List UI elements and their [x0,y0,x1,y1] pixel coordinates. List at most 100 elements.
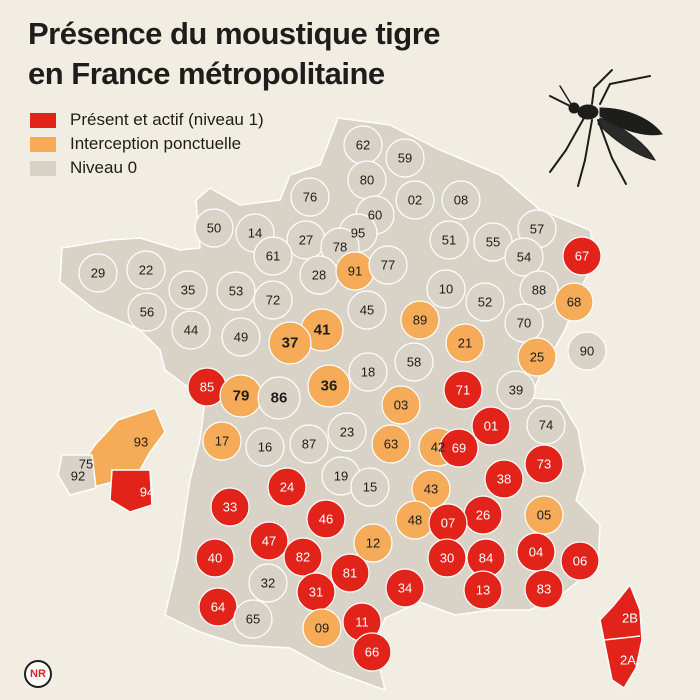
department-47 [249,521,289,561]
department-label-91: 91 [348,264,362,279]
department-label-71: 71 [456,383,470,398]
department-label-84: 84 [479,551,493,566]
department-51 [429,220,469,260]
legend-swatch-present [30,112,56,128]
department-90 [567,331,607,371]
department-87 [289,424,329,464]
title-line-1: Présence du moustique tigre [28,16,441,51]
department-label-08: 08 [454,193,468,208]
department-label-89: 89 [413,313,427,328]
department-06 [560,541,600,581]
department-label-28: 28 [312,268,326,283]
department-label-12: 12 [366,536,380,551]
department-67 [562,236,602,276]
department-label-46: 46 [319,512,333,527]
title-line-2: en France métropolitaine [28,56,385,91]
department-label-23: 23 [340,425,354,440]
department-label-15: 15 [363,480,377,495]
department-52 [465,282,505,322]
department-02 [395,180,435,220]
department-64 [198,587,238,627]
department-label-48: 48 [408,513,422,528]
department-label-52: 52 [478,295,492,310]
department-label-06: 06 [573,554,587,569]
department-label-44: 44 [184,323,198,338]
department-label-26: 26 [476,508,490,523]
department-83 [524,569,564,609]
department-label-72: 72 [266,293,280,308]
department-39 [496,370,536,410]
legend-item-level0: Niveau 0 [30,156,264,180]
department-label-54: 54 [517,250,531,265]
department-label-29: 29 [91,266,105,281]
department-label-34: 34 [398,581,412,596]
corsica-divider [603,635,641,641]
department-label-68: 68 [567,295,581,310]
department-label-07: 07 [441,516,455,531]
department-label-61: 61 [266,249,280,264]
legend-label-present: Présent et actif (niveau 1) [70,110,264,129]
department-34 [385,568,425,608]
department-label-80: 80 [360,173,374,188]
department-05 [524,495,564,535]
department-label-42: 42 [431,440,445,455]
department-label-51: 51 [442,233,456,248]
department-label-66: 66 [365,645,379,660]
department-label-2A: 2A [620,653,636,668]
publisher-logo-text: NR [30,668,46,680]
department-12 [353,523,393,563]
department-82 [283,537,323,577]
legend-item-present: Présent et actif (niveau 1) [30,108,264,132]
department-50 [194,208,234,248]
department-76 [290,177,330,217]
department-44 [171,310,211,350]
department-label-74: 74 [539,418,553,433]
department-56 [127,292,167,332]
department-label-59: 59 [398,151,412,166]
department-label-57: 57 [530,222,544,237]
department-label-63: 63 [384,437,398,452]
department-89 [400,300,440,340]
department-77 [368,245,408,285]
department-24 [267,467,307,507]
department-label-73: 73 [537,457,551,472]
department-09 [302,608,342,648]
department-label-47: 47 [262,534,276,549]
department-69 [439,428,479,468]
department-38 [484,459,524,499]
department-29 [78,253,118,293]
department-label-87: 87 [302,437,316,452]
department-08 [441,180,481,220]
department-label-16: 16 [258,440,272,455]
department-label-83: 83 [537,582,551,597]
department-10 [426,269,466,309]
department-86 [257,376,301,420]
department-54 [504,237,544,277]
department-label-78: 78 [333,240,347,255]
department-59 [385,138,425,178]
publisher-logo: NR [24,660,52,688]
department-72 [253,280,293,320]
department-label-50: 50 [207,221,221,236]
department-30 [427,538,467,578]
department-label-45: 45 [360,303,374,318]
department-label-17: 17 [215,434,229,449]
legend-item-interception: Interception ponctuelle [30,132,264,156]
department-label-92: 92 [71,469,85,484]
department-label-53: 53 [229,284,243,299]
department-label-2B: 2B [622,611,638,626]
department-label-90: 90 [580,344,594,359]
department-65 [233,599,273,639]
mosquito-icon [549,69,663,187]
department-40 [195,538,235,578]
department-label-75: 75 [79,457,93,472]
department-label-10: 10 [439,282,453,297]
department-label-18: 18 [361,365,375,380]
department-label-25: 25 [530,350,544,365]
department-label-49: 49 [234,330,248,345]
department-label-31: 31 [309,585,323,600]
department-36 [307,364,351,408]
department-71 [443,370,483,410]
department-17 [202,421,242,461]
department-45 [347,290,387,330]
